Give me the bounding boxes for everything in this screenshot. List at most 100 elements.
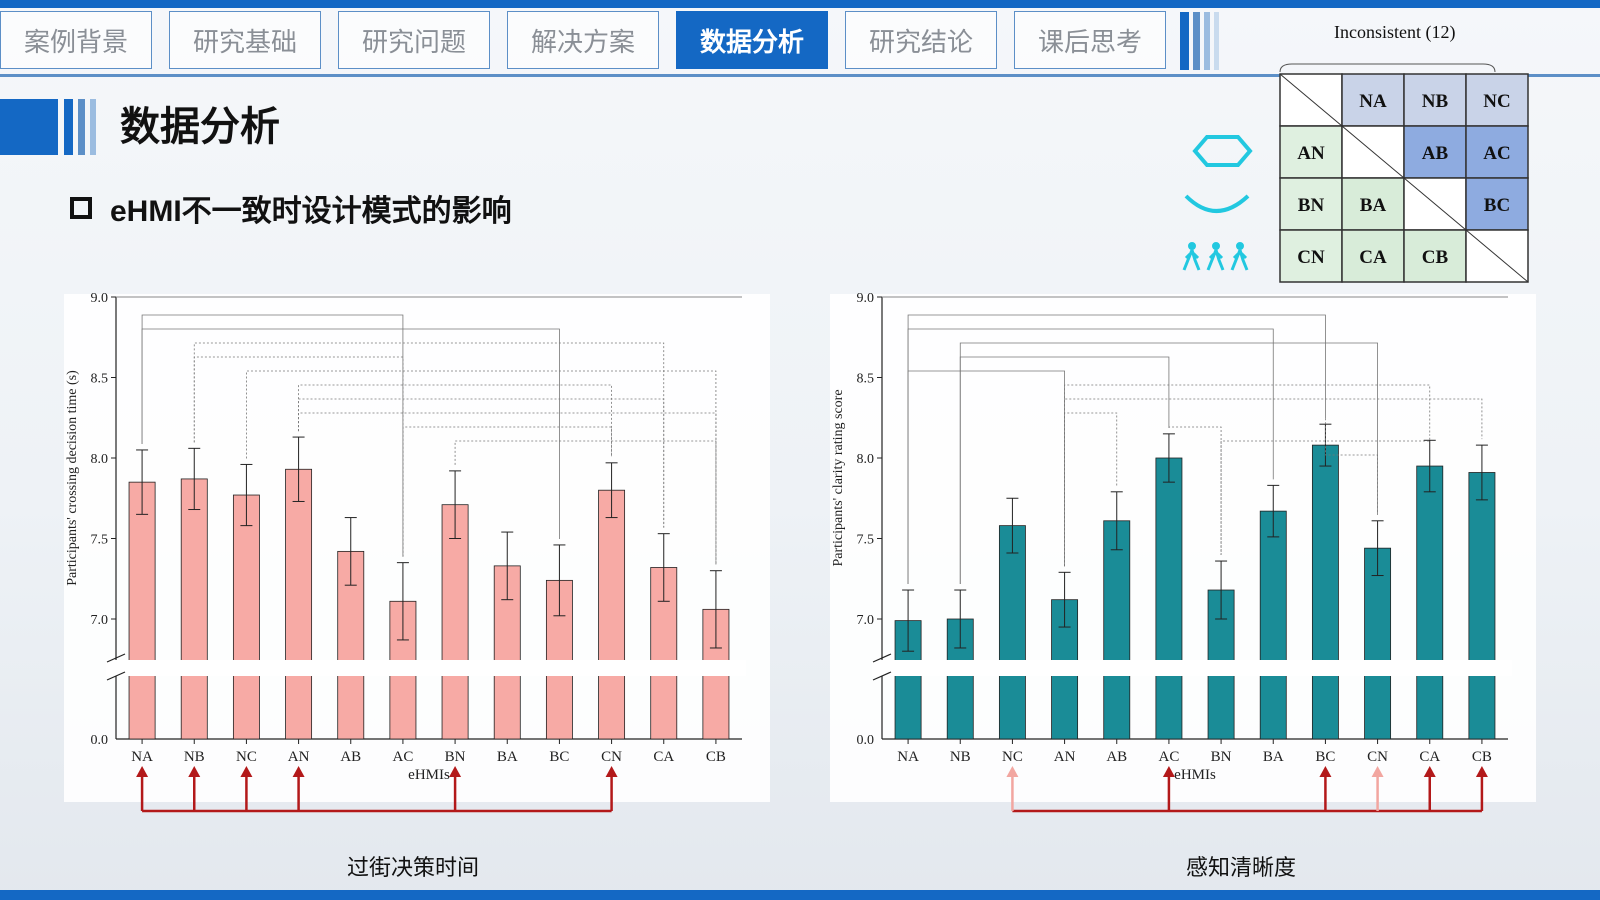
tab-case-background[interactable]: 案例背景 xyxy=(0,11,152,69)
title-stripe-decoration xyxy=(64,99,101,155)
significance-brackets xyxy=(141,314,717,565)
bottom-accent-bar xyxy=(0,890,1600,900)
matrix-cell-ac: AC xyxy=(1483,143,1510,164)
x-tick-label-cb: CB xyxy=(1472,749,1492,765)
x-tick-label-ca: CA xyxy=(653,749,674,765)
matrix-cell xyxy=(1465,125,1529,179)
axis-break-band xyxy=(872,660,1512,676)
x-tick-label-cb: CB xyxy=(706,749,726,765)
x-tick-label-ba: BA xyxy=(1263,749,1284,765)
arrow-head xyxy=(136,766,149,777)
bar-na xyxy=(128,481,156,740)
matrix-cell xyxy=(1465,177,1529,231)
x-tick-label-cn: CN xyxy=(601,749,622,765)
x-tick-label-ba: BA xyxy=(497,749,518,765)
x-tick-label-bc: BC xyxy=(1315,749,1335,765)
tab-data-analysis[interactable]: 数据分析 xyxy=(676,11,828,69)
decision-time-chart: 9.0 8.5 8.0 7.5 7.0 0.0 Participants' crossing… xyxy=(65,291,746,813)
y-tick-label: 8.0 xyxy=(91,452,109,467)
matrix-cell-ba: BA xyxy=(1360,195,1387,216)
hexagon-icon xyxy=(1192,135,1253,167)
top-accent-bar xyxy=(0,0,1600,8)
matrix-cell xyxy=(1341,229,1405,283)
y-axis-label: Participants' crossing decision time (s) xyxy=(65,370,80,586)
significance-bracket xyxy=(193,356,404,557)
bar-bc xyxy=(1311,444,1339,740)
matrix-col-header-nb: NB xyxy=(1422,91,1449,112)
x-axis-label: eHMIs xyxy=(1174,767,1216,783)
bar-cn xyxy=(598,489,626,740)
x-tick-label-ca: CA xyxy=(1419,749,1440,765)
highlight-arrows xyxy=(136,766,618,813)
decision-time-caption: 过街决策时间 xyxy=(347,855,480,880)
x-tick-label-nb: NB xyxy=(950,749,971,765)
x-tick-label-cn: CN xyxy=(1367,749,1388,765)
tab-solution[interactable]: 解决方案 xyxy=(507,11,659,69)
axis-break-mark xyxy=(872,671,892,681)
subtitle-text: eHMI不一致时设计模式的影响 xyxy=(110,195,512,228)
arrow-head xyxy=(1423,766,1436,777)
bar-nc xyxy=(232,494,260,740)
axis-break-mark xyxy=(106,671,126,681)
axis-break-band xyxy=(106,660,746,676)
matrix-count: (12) xyxy=(1425,22,1456,42)
matrix-row-header-cell xyxy=(1279,177,1343,231)
x-tick-label-an: AN xyxy=(288,749,310,765)
x-tick-label-ab: AB xyxy=(1106,749,1127,765)
x-tick-label-nc: NC xyxy=(236,749,257,765)
x-tick-label-an: AN xyxy=(1054,749,1076,765)
smile-arc-icon xyxy=(1184,194,1250,213)
x-tick-label-ab: AB xyxy=(340,749,361,765)
significance-bracket xyxy=(959,356,1170,585)
matrix-diagonal xyxy=(1403,177,1467,231)
significance-brackets xyxy=(907,314,1483,585)
y-tick-label: 7.0 xyxy=(857,613,875,628)
arrow-head xyxy=(1371,766,1384,777)
x-tick-label-ac: AC xyxy=(392,749,413,765)
arrow-head xyxy=(605,766,618,777)
bar-ca xyxy=(1416,465,1444,740)
significance-bracket xyxy=(907,370,1065,585)
x-tick-label-na: NA xyxy=(897,749,919,765)
bar-an xyxy=(285,468,313,740)
y-tick-label: 9.0 xyxy=(91,291,109,306)
x-axis-label: eHMIs xyxy=(408,767,450,783)
y-tick-label: 9.0 xyxy=(857,291,875,306)
significance-bracket xyxy=(402,426,612,557)
nav-stripe-decoration xyxy=(1180,12,1223,70)
significance-bracket xyxy=(141,328,560,539)
significance-bracket xyxy=(246,370,717,565)
inconsistent-combination-matrix: NA NB NC AN AB AC BN BA BC CN CA CB xyxy=(1182,63,1529,283)
significance-bracket xyxy=(1064,398,1483,567)
bar-ac xyxy=(1155,457,1183,740)
y-tick-label: 8.5 xyxy=(91,372,109,387)
y-tick-label: 7.5 xyxy=(857,533,875,548)
bar-bn xyxy=(441,504,469,740)
matrix-title: Inconsistent (12) xyxy=(1334,22,1456,43)
tab-research-foundation[interactable]: 研究基础 xyxy=(169,11,321,69)
y-axis-label: Participants' clarity rating score xyxy=(831,389,846,566)
significance-bracket xyxy=(907,328,1274,585)
matrix-diagonal xyxy=(1465,229,1529,283)
matrix-cell-bc: BC xyxy=(1484,195,1510,216)
bar-cb xyxy=(1468,472,1496,740)
significance-bracket xyxy=(298,384,612,457)
pedestrians-icon xyxy=(1182,242,1249,271)
arrow-head xyxy=(1319,766,1332,777)
axis-break-mark xyxy=(872,653,892,663)
tab-after-class[interactable]: 课后思考 xyxy=(1014,11,1166,69)
y-tick-label-zero: 0.0 xyxy=(857,733,875,748)
arrow-head xyxy=(292,766,305,777)
matrix-cell-ca: CA xyxy=(1359,247,1387,268)
tab-research-questions[interactable]: 研究问题 xyxy=(338,11,490,69)
section-tabs: 案例背景 研究基础 研究问题 解决方案 数据分析 研究结论 课后思考 xyxy=(0,11,1183,71)
title-accent-block xyxy=(0,99,58,155)
x-tick-label-ac: AC xyxy=(1158,749,1179,765)
matrix-row-header-cn: CN xyxy=(1297,247,1325,268)
bar-nc xyxy=(998,525,1026,740)
x-tick-label-nb: NB xyxy=(184,749,205,765)
page-title: 数据分析 xyxy=(120,105,280,149)
x-tick-label-na: NA xyxy=(131,749,153,765)
nav-underline xyxy=(0,74,1600,77)
tab-conclusion[interactable]: 研究结论 xyxy=(845,11,997,69)
